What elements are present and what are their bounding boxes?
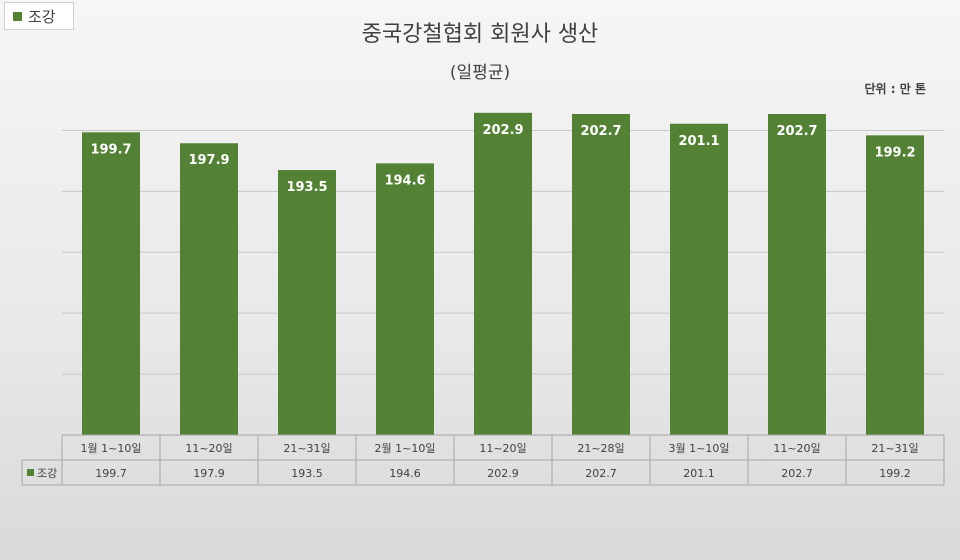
bar	[376, 163, 434, 435]
bar-value-label: 202.7	[580, 124, 621, 139]
category-tick-label: 3월 1~10일	[669, 441, 730, 455]
chart-subtitle: (일평균)	[449, 63, 511, 83]
table-value: 199.7	[95, 467, 127, 480]
bar	[768, 114, 826, 435]
category-tick-label: 11~20일	[773, 441, 820, 455]
table-value: 202.7	[585, 467, 617, 480]
category-tick-label: 21~31일	[871, 441, 918, 455]
unit-label: 단위 : 만 톤	[864, 82, 927, 96]
table-value: 202.9	[487, 467, 519, 480]
bar	[180, 143, 238, 435]
category-tick-label: 21~28일	[577, 441, 624, 455]
bar-value-label: 197.9	[188, 153, 229, 168]
legend-swatch	[13, 11, 22, 21]
category-tick-label: 21~31일	[283, 441, 330, 455]
bar-value-label: 193.5	[286, 180, 327, 195]
category-tick-label: 1월 1~10일	[81, 441, 142, 455]
legend-label: 조강	[28, 7, 56, 26]
table-value: 197.9	[193, 467, 225, 480]
bar	[572, 114, 630, 435]
table-value: 199.2	[879, 467, 911, 480]
table-value: 193.5	[291, 467, 323, 480]
table-value: 194.6	[389, 467, 421, 480]
bar	[82, 132, 140, 436]
chart-title: 중국강철협회 회원사 생산	[361, 22, 599, 47]
bar	[474, 112, 532, 436]
category-tick-label: 2월 1~10일	[375, 441, 436, 455]
bar-value-label: 199.7	[90, 142, 131, 157]
bar-value-label: 199.2	[874, 145, 915, 160]
bar-value-label: 202.9	[482, 123, 523, 138]
category-tick-label: 11~20일	[185, 441, 232, 455]
bar	[278, 170, 336, 435]
table-value: 201.1	[683, 467, 715, 480]
table-value: 202.7	[781, 467, 813, 480]
bar-value-label: 201.1	[678, 134, 719, 149]
bar-value-label: 202.7	[776, 124, 817, 139]
table-series-label: 조강	[37, 467, 57, 480]
bar-value-label: 194.6	[384, 173, 425, 188]
bar	[866, 135, 924, 435]
category-tick-label: 11~20일	[479, 441, 526, 455]
bar	[670, 123, 728, 435]
legend: 조강	[4, 2, 74, 30]
table-legend-key	[27, 469, 34, 476]
